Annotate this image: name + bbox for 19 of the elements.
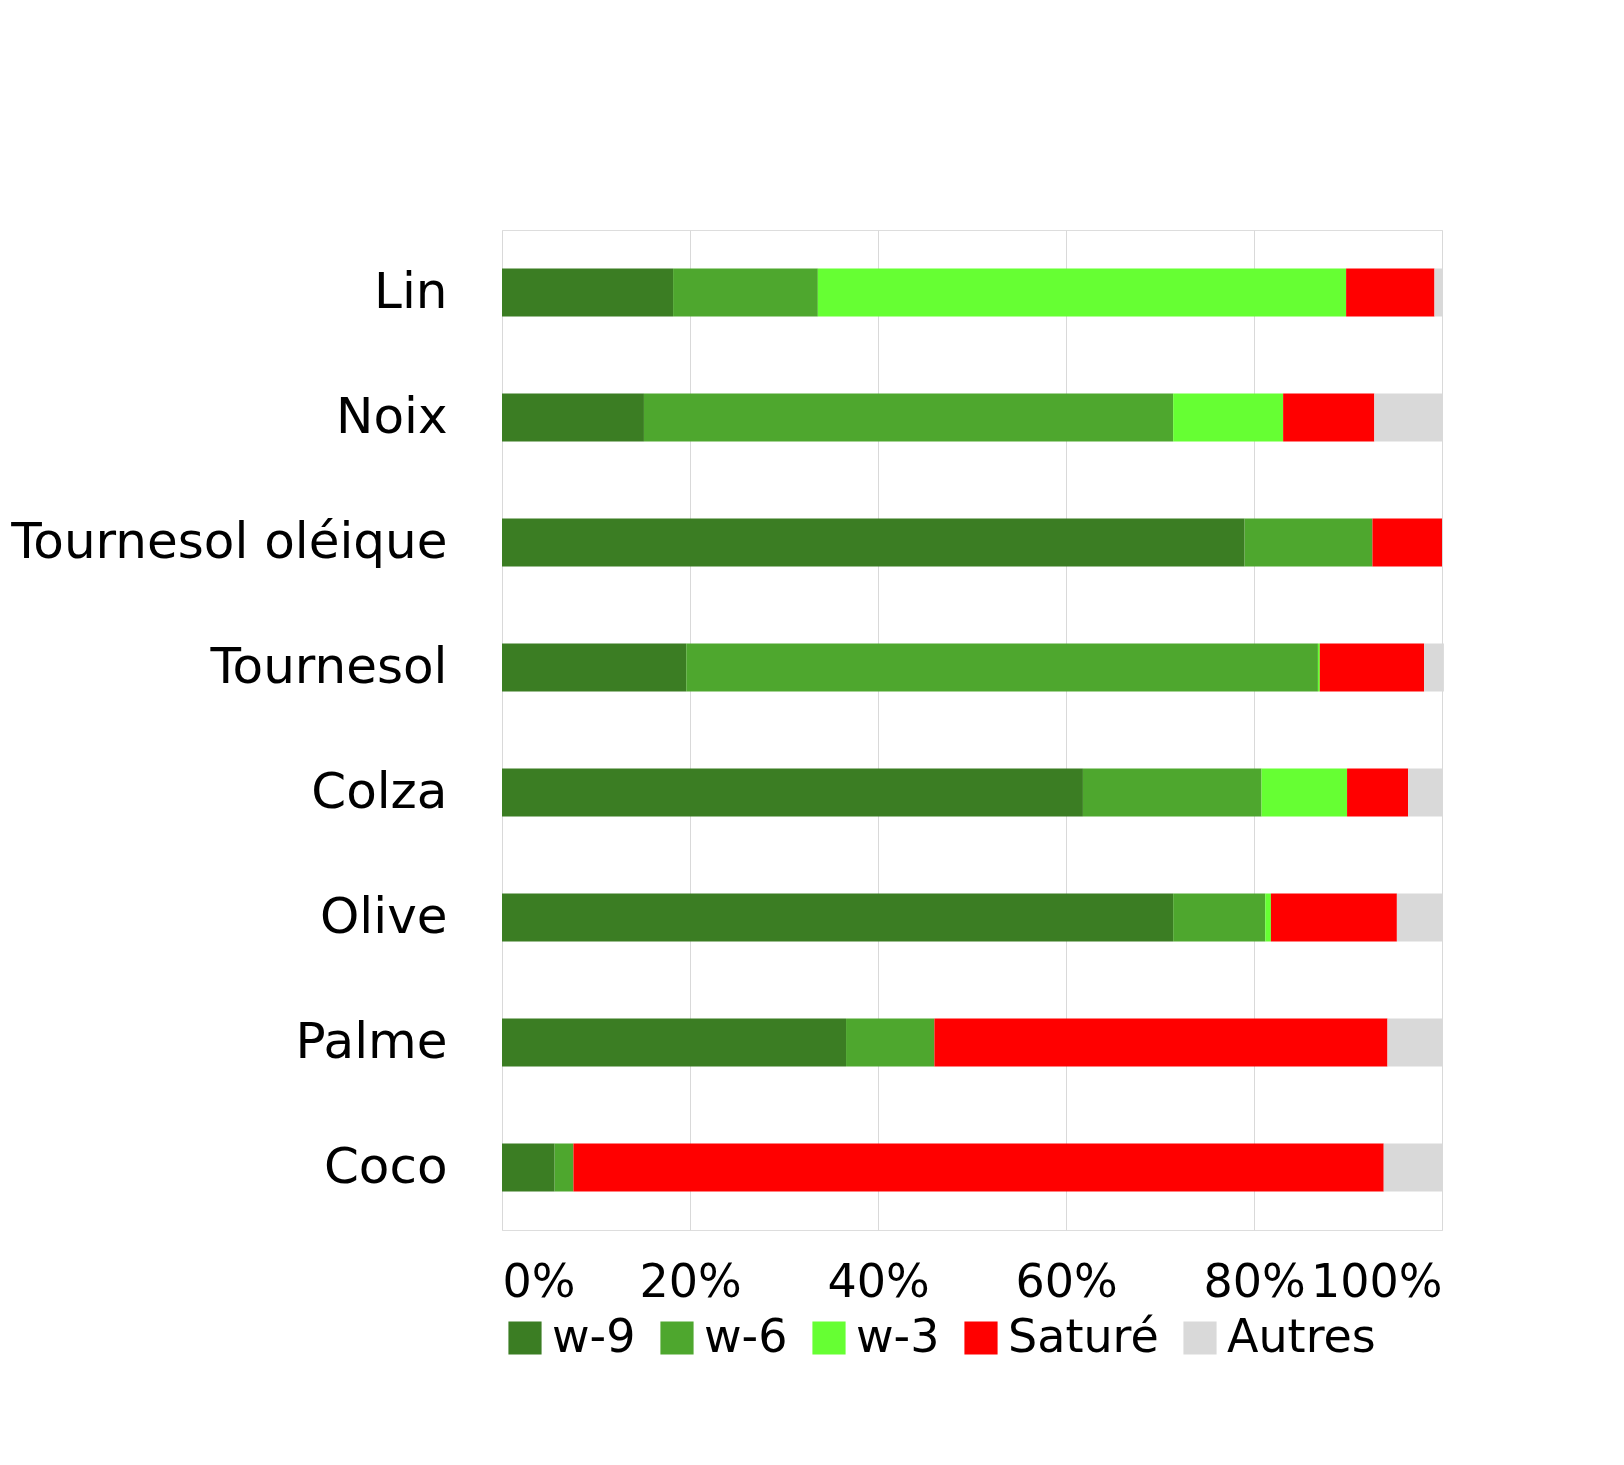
legend-label: w-9 [552, 1309, 636, 1363]
y-tick-label: Tournesol [209, 636, 448, 695]
x-tick-label: 40% [827, 1253, 930, 1308]
legend-label: w-6 [704, 1309, 788, 1363]
legend-label: Saturé [1008, 1309, 1159, 1363]
x-tick-label: 60% [1015, 1253, 1118, 1308]
y-tick-label: Colza [311, 761, 448, 820]
x-tick-label: 20% [639, 1253, 742, 1308]
x-tick-label: 0% [502, 1253, 576, 1308]
y-tick-label: Olive [320, 886, 448, 945]
y-tick-label: Lin [374, 261, 448, 320]
legend-label: Autres [1227, 1309, 1376, 1363]
x-tick-label: 80% [1203, 1253, 1306, 1308]
legend-label: w-3 [856, 1309, 940, 1363]
y-tick-label: Palme [295, 1011, 448, 1070]
y-tick-label: Tournesol oléique [10, 511, 448, 570]
x-tick-label: 100% [1310, 1253, 1443, 1308]
y-tick-label: Noix [336, 386, 448, 445]
y-tick-label: Coco [323, 1136, 448, 1195]
